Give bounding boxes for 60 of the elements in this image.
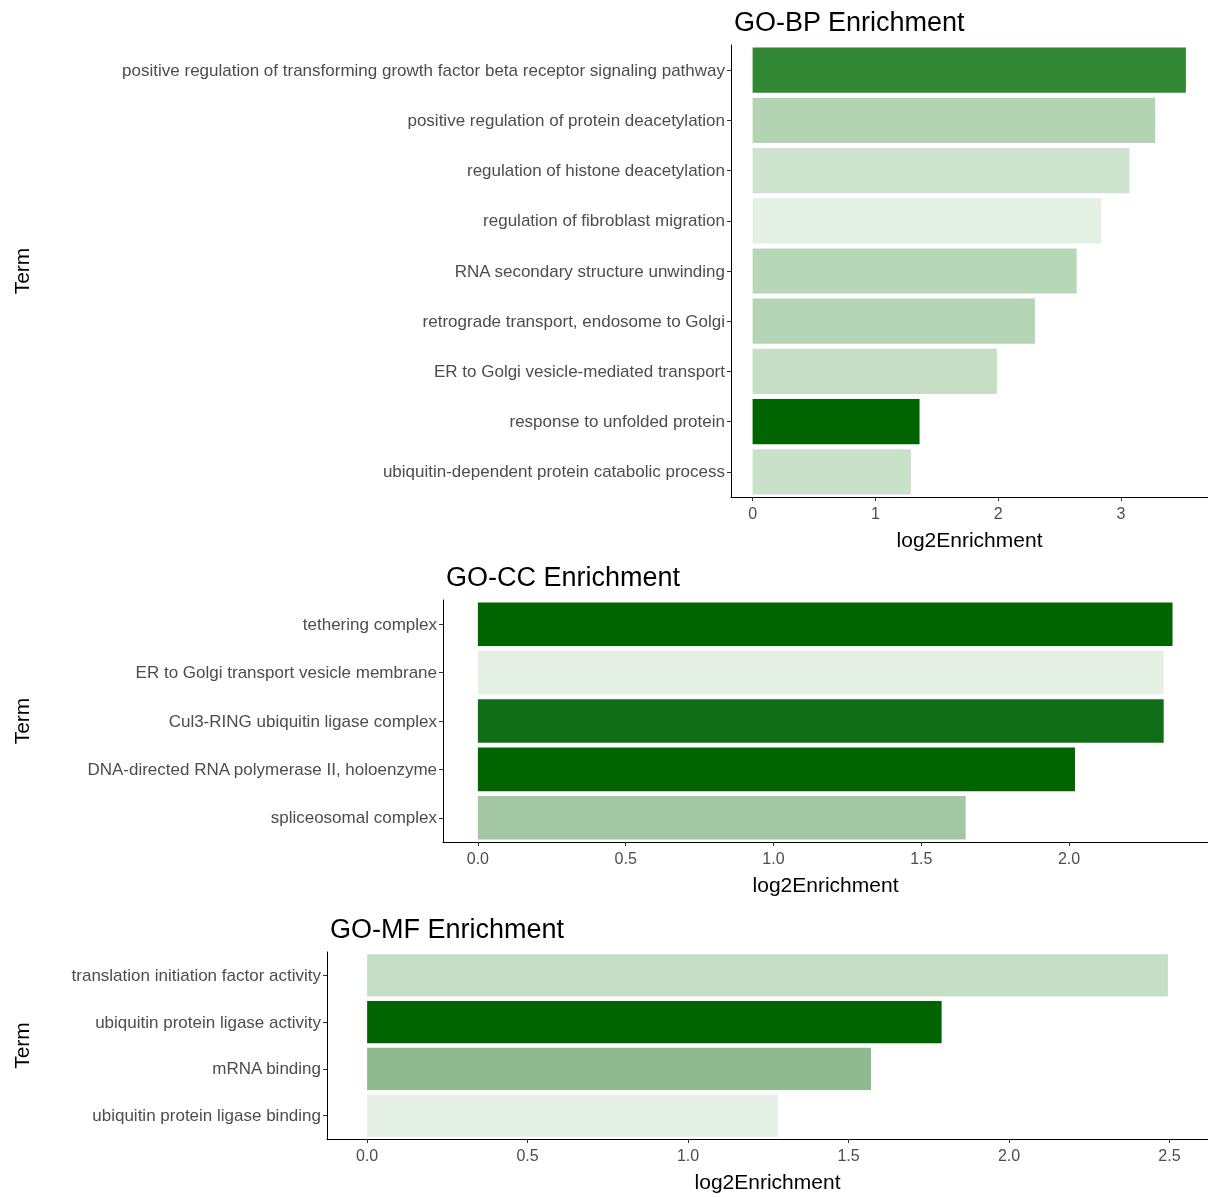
y-tick-label: RNA secondary structure unwinding bbox=[454, 261, 725, 281]
x-tick-label: 1.0 bbox=[762, 849, 785, 867]
y-tick-label: ubiquitin protein ligase binding bbox=[92, 1106, 321, 1126]
bar bbox=[752, 348, 997, 395]
bar bbox=[752, 298, 1035, 344]
bar bbox=[477, 650, 1164, 695]
y-tick-label: mRNA binding bbox=[212, 1059, 321, 1079]
x-tick-label: 2.0 bbox=[997, 1146, 1021, 1164]
y-tick-label: ER to Golgi transport vesicle membrane bbox=[135, 663, 437, 683]
y-tick-label: translation initiation factor activity bbox=[71, 965, 322, 985]
x-tick-label: 1.5 bbox=[837, 1146, 860, 1164]
y-tick-label: positive regulation of transforming growth factor beta receptor signaling pathway bbox=[122, 60, 726, 80]
bar bbox=[752, 47, 1186, 93]
x-tick-label: 0.0 bbox=[466, 849, 490, 867]
bar bbox=[367, 1001, 942, 1044]
x-axis-title: log2Enrichment bbox=[896, 528, 1043, 551]
x-axis-title: log2Enrichment bbox=[752, 873, 899, 896]
y-tick-label: ubiquitin-dependent protein catabolic process bbox=[382, 462, 725, 482]
x-tick-label: 2 bbox=[993, 504, 1003, 522]
bar bbox=[752, 147, 1130, 194]
chart-title: GO-MF Enrichment bbox=[330, 913, 565, 944]
bar bbox=[752, 399, 920, 445]
y-tick-label: ubiquitin protein ligase activity bbox=[95, 1012, 322, 1032]
y-tick-label: positive regulation of protein deacetylation bbox=[407, 110, 725, 130]
bar bbox=[752, 97, 1156, 143]
y-tick-label: response to unfolded protein bbox=[509, 412, 725, 432]
y-axis-title: Term bbox=[10, 697, 33, 745]
y-tick-label: regulation of fibroblast migration bbox=[483, 211, 725, 231]
chart-title: GO-CC Enrichment bbox=[446, 561, 681, 592]
bar bbox=[367, 1047, 872, 1090]
x-tick-label: 1.5 bbox=[910, 849, 933, 867]
y-tick-label: Cul3-RING ubiquitin ligase complex bbox=[168, 711, 438, 731]
y-tick-label: tethering complex bbox=[302, 614, 438, 634]
bar bbox=[477, 796, 966, 840]
chart-title: GO-BP Enrichment bbox=[734, 6, 966, 37]
bar bbox=[752, 449, 911, 495]
x-tick-label: 0 bbox=[748, 504, 758, 522]
y-tick-label: DNA-directed RNA polymerase II, holoenzyme bbox=[87, 759, 437, 779]
y-tick-label: regulation of histone deacetylation bbox=[466, 161, 725, 181]
x-tick-label: 3 bbox=[1116, 504, 1126, 522]
x-axis-title: log2Enrichment bbox=[694, 1170, 841, 1193]
bar bbox=[477, 602, 1173, 646]
bar bbox=[367, 1094, 778, 1137]
y-tick-label: spliceosomal complex bbox=[270, 808, 438, 828]
bar bbox=[477, 699, 1164, 743]
bar bbox=[752, 198, 1102, 244]
x-tick-label: 2.0 bbox=[1057, 849, 1081, 867]
x-tick-label: 0.5 bbox=[516, 1146, 539, 1164]
x-tick-label: 1 bbox=[870, 504, 880, 522]
x-tick-label: 0.0 bbox=[355, 1146, 379, 1164]
x-tick-label: 1.0 bbox=[676, 1146, 700, 1164]
x-tick-label: 2.5 bbox=[1158, 1146, 1181, 1164]
x-tick-label: 0.5 bbox=[614, 849, 637, 867]
y-tick-label: retrograde transport, endosome to Golgi bbox=[422, 311, 725, 331]
y-axis-title: Term bbox=[10, 1022, 33, 1069]
bar bbox=[367, 954, 1168, 997]
bar bbox=[477, 747, 1075, 792]
y-axis-title: Term bbox=[10, 247, 33, 295]
y-tick-label: ER to Golgi vesicle-mediated transport bbox=[433, 361, 726, 381]
bar bbox=[752, 248, 1077, 294]
